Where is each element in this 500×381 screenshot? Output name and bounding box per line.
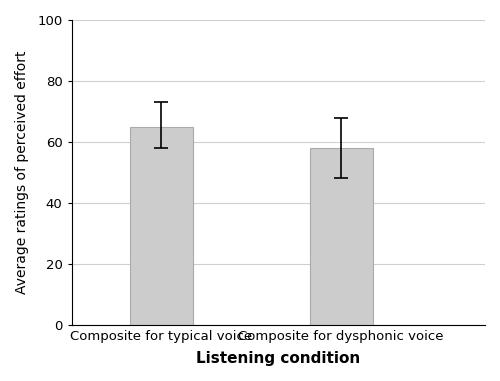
Bar [310, 148, 372, 325]
Bar [130, 126, 193, 325]
Y-axis label: Average ratings of perceived effort: Average ratings of perceived effort [15, 51, 29, 294]
X-axis label: Listening condition: Listening condition [196, 351, 360, 366]
